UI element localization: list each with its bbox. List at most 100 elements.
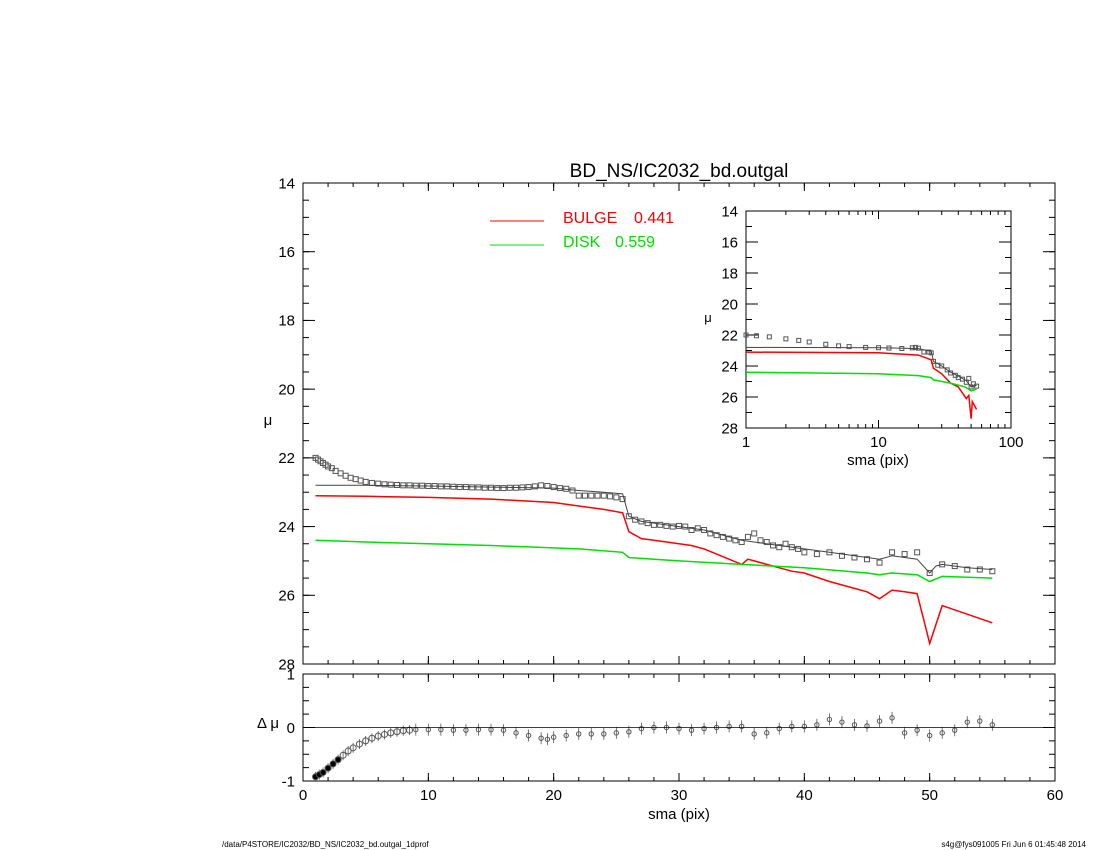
inset-y-tick-label: 14 — [721, 203, 738, 220]
residual-residual-point — [349, 744, 357, 752]
residual-residual-point — [513, 730, 519, 736]
inset-x-tick-label: 100 — [998, 434, 1023, 451]
main-data-point — [719, 533, 726, 540]
residual-residual-point — [319, 768, 327, 776]
legend: BULGE 0.441 DISK 0.559 — [490, 210, 674, 251]
inset-data-point — [966, 375, 972, 381]
residual-x-tick-label: 10 — [420, 787, 437, 804]
residual-residual-point — [362, 737, 370, 745]
residual-y-axis-label: Δ μ — [257, 715, 279, 732]
footer-file-path: /data/P4STORE/IC2032/BD_NS/IC2032_bd.out… — [222, 840, 429, 849]
main-data-point — [582, 492, 588, 499]
inset-x-tick-label: 1 — [742, 434, 750, 451]
main-data-point — [607, 493, 614, 500]
residual-residual-point — [538, 735, 544, 741]
main-data-point — [964, 566, 971, 573]
inset-frame — [745, 210, 1012, 429]
residual-residual-point — [776, 725, 782, 732]
main-data-point — [713, 532, 720, 539]
main-data-point — [744, 533, 751, 540]
residual-y-tick-label: 1 — [287, 666, 295, 683]
residual-residual-point — [550, 734, 557, 740]
main-y-tick-label: 22 — [278, 450, 295, 467]
main-data-point — [770, 542, 776, 549]
inset-y-tick-label: 22 — [721, 327, 738, 344]
residual-residual-point — [864, 723, 870, 729]
chart-title: BD_NS/IC2032_bd.outgal — [570, 161, 789, 182]
residual-residual-point — [525, 732, 532, 739]
main-data-point — [688, 527, 695, 534]
residual-residual-point — [939, 730, 945, 736]
main-y-tick-label: 24 — [278, 519, 295, 536]
main-data-point — [531, 483, 538, 490]
residual-residual-point — [329, 760, 337, 768]
main-y-tick-label: 26 — [278, 588, 295, 605]
main-profile-panel: 14 16 18 20 22 24 26 28 — [278, 175, 1056, 673]
main-data-point — [864, 556, 870, 563]
residual-residual-point — [368, 734, 376, 742]
residual-x-axis-label: sma (pix) — [648, 806, 710, 823]
inset-y-tick-label: 18 — [721, 265, 738, 282]
residual-residual-point — [977, 718, 983, 724]
main-data-point — [776, 544, 783, 551]
residual-residual-point — [601, 731, 607, 737]
main-data-point — [914, 549, 921, 556]
main-data-point — [707, 530, 714, 537]
legend-bulge-value: 0.441 — [634, 210, 674, 227]
main-data-point — [926, 569, 933, 576]
residual-y-tick-label: 0 — [287, 720, 295, 737]
residual-y-tick-label: -1 — [282, 773, 295, 790]
main-data-point — [337, 470, 344, 477]
main-data-point — [394, 481, 400, 488]
main-data-point — [544, 483, 551, 490]
main-frame — [302, 182, 1056, 665]
legend-disk-label: DISK — [563, 234, 601, 251]
residual-residual-point — [726, 723, 732, 730]
main-bulge-line — [315, 494, 993, 647]
main-data-point — [989, 568, 996, 575]
inset-data-point — [921, 349, 927, 355]
residual-residual-point — [952, 727, 958, 733]
inset-x-axis-label: sma (pix) — [847, 452, 909, 469]
residual-residual-point — [889, 715, 895, 721]
main-data-point — [889, 549, 896, 556]
residual-residual-point — [334, 756, 342, 764]
main-data-point — [588, 492, 595, 499]
main-data-point — [682, 523, 689, 530]
main-y-axis-label: μ — [264, 412, 273, 429]
main-model-line — [315, 484, 993, 574]
main-y-tick-label: 18 — [278, 313, 295, 330]
inset-y-tick-label: 26 — [721, 389, 738, 406]
main-data-point — [751, 530, 758, 537]
inset-data-point — [806, 339, 812, 345]
inset-model-line — [745, 346, 977, 388]
main-data-point — [575, 492, 582, 499]
main-data-point — [726, 535, 733, 542]
main-data-point — [594, 492, 601, 499]
main-data-point — [738, 539, 745, 546]
residual-residual-point — [576, 731, 582, 737]
residual-residual-point — [374, 732, 382, 740]
residual-x-tick-label: 40 — [796, 787, 813, 804]
main-data-point — [600, 492, 607, 499]
main-data-point — [469, 484, 476, 491]
residual-residual-point — [613, 730, 620, 736]
legend-disk-value: 0.559 — [615, 234, 655, 251]
residual-residual-point — [563, 732, 569, 739]
inset-data-point — [912, 344, 918, 350]
main-data-point — [347, 474, 354, 481]
main-data-point — [488, 484, 494, 491]
residual-residual-point — [764, 730, 770, 736]
residual-residual-point — [814, 722, 820, 728]
main-data-point — [362, 478, 369, 485]
main-data-point — [795, 545, 802, 552]
inset-data-point — [766, 334, 772, 340]
inset-y-tick-label: 24 — [721, 358, 738, 375]
main-data-point — [663, 522, 670, 529]
main-data-point — [694, 525, 701, 532]
main-data-point — [525, 484, 532, 491]
residual-residual-point — [544, 736, 551, 742]
main-data-point — [613, 494, 620, 501]
main-data-point — [813, 551, 820, 558]
residual-residual-point — [324, 764, 332, 772]
